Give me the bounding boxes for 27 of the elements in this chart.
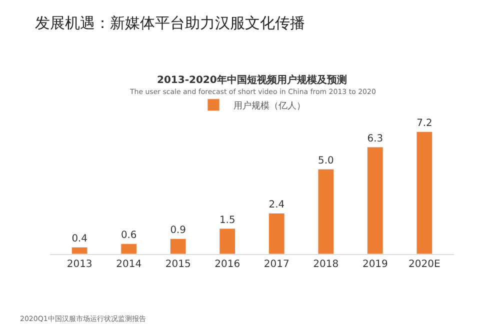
bar (268, 213, 285, 254)
x-tick-label: 2016 (214, 259, 240, 270)
x-tick-label: 2020E (408, 259, 440, 270)
data-label: 0.6 (120, 230, 137, 242)
data-label: 0.4 (72, 234, 88, 245)
data-label: 6.3 (367, 133, 384, 144)
x-tick-label: 2014 (116, 259, 142, 270)
chart-title: 发展机遇：新媒体平台助力汉服文化传播 (34, 14, 305, 32)
data-label: 2.4 (268, 200, 285, 211)
data-label: 1.5 (219, 214, 236, 226)
x-tick-label: 2019 (362, 259, 388, 270)
bar (170, 238, 186, 254)
x-tick-label: 2018 (313, 259, 339, 270)
data-label: 0.9 (170, 225, 186, 236)
bar (120, 244, 137, 254)
bar (367, 146, 384, 254)
bar (71, 246, 88, 254)
legend-label: 用户规模（亿人） (234, 100, 306, 112)
data-label: 7.2 (416, 118, 432, 130)
x-tick-label: 2013 (66, 259, 92, 270)
data-label: 5.0 (318, 155, 334, 166)
x-tick-label: 2017 (264, 259, 290, 270)
x-tick-label: 2015 (165, 259, 191, 270)
bar (416, 132, 433, 254)
bar (318, 168, 334, 254)
bar (219, 228, 236, 254)
chart-subtitle: 2013-2020年中国短视频用户规模及预测 (157, 74, 347, 86)
